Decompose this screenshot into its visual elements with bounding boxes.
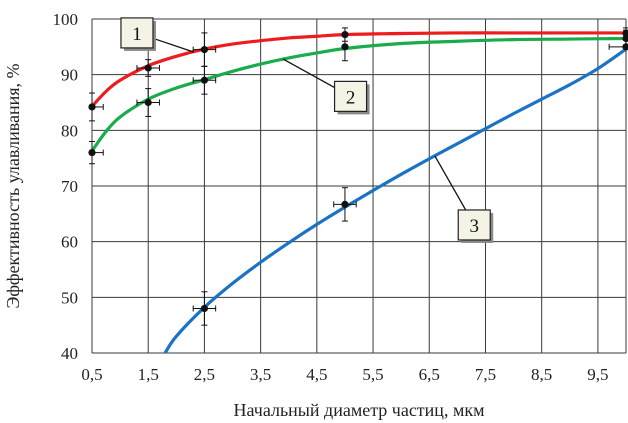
y-tick-label: 60 xyxy=(61,233,78,252)
callout-1-label: 1 xyxy=(132,24,142,45)
x-tick-label: 8,5 xyxy=(531,365,552,384)
series-3-point xyxy=(200,304,209,313)
x-tick-label: 1,5 xyxy=(138,365,159,384)
x-tick-label: 2,5 xyxy=(194,365,215,384)
series-3-point xyxy=(622,43,628,51)
x-tick-label: 4,5 xyxy=(306,365,327,384)
x-tick-label: 7,5 xyxy=(475,365,496,384)
y-tick-label: 80 xyxy=(61,121,78,140)
x-tick-label: 3,5 xyxy=(250,365,271,384)
series-2-line xyxy=(92,36,628,153)
callout-3-label: 3 xyxy=(469,216,479,237)
series-2-point xyxy=(622,34,628,43)
series-2-point xyxy=(88,149,96,157)
callout-2-box xyxy=(333,80,368,112)
y-tick-label: 100 xyxy=(53,10,79,29)
x-axis-title: Начальный диаметр частиц, мкм xyxy=(234,400,485,420)
x-tick-label: 5,5 xyxy=(362,365,383,384)
series-1-line xyxy=(92,31,628,108)
callout-2-leader xyxy=(282,58,335,89)
y-tick-label: 90 xyxy=(61,66,78,85)
callout-3-box xyxy=(457,209,491,241)
x-tick-label: 0,5 xyxy=(81,365,102,384)
y-tick-label: 50 xyxy=(61,288,78,307)
series-1-point xyxy=(88,103,96,111)
y-tick-label: 40 xyxy=(61,344,78,363)
callout-2-label: 2 xyxy=(346,87,356,108)
series-2-point xyxy=(144,98,152,107)
series-3-point xyxy=(341,200,349,208)
y-tick-label: 70 xyxy=(61,177,78,196)
x-tick-label: 9,5 xyxy=(587,365,608,384)
callout-1-box xyxy=(120,17,154,49)
series-2-point xyxy=(341,43,349,51)
callout-3-leader xyxy=(434,155,467,211)
series-3-line xyxy=(163,47,628,353)
callout-1-leader xyxy=(152,37,194,53)
x-tick-label: 6,5 xyxy=(419,365,440,384)
series-1-point xyxy=(144,64,152,72)
y-axis-title: Эффективность улавливания, % xyxy=(3,63,23,308)
series-1-point xyxy=(200,46,209,54)
series-2-point xyxy=(200,76,209,84)
